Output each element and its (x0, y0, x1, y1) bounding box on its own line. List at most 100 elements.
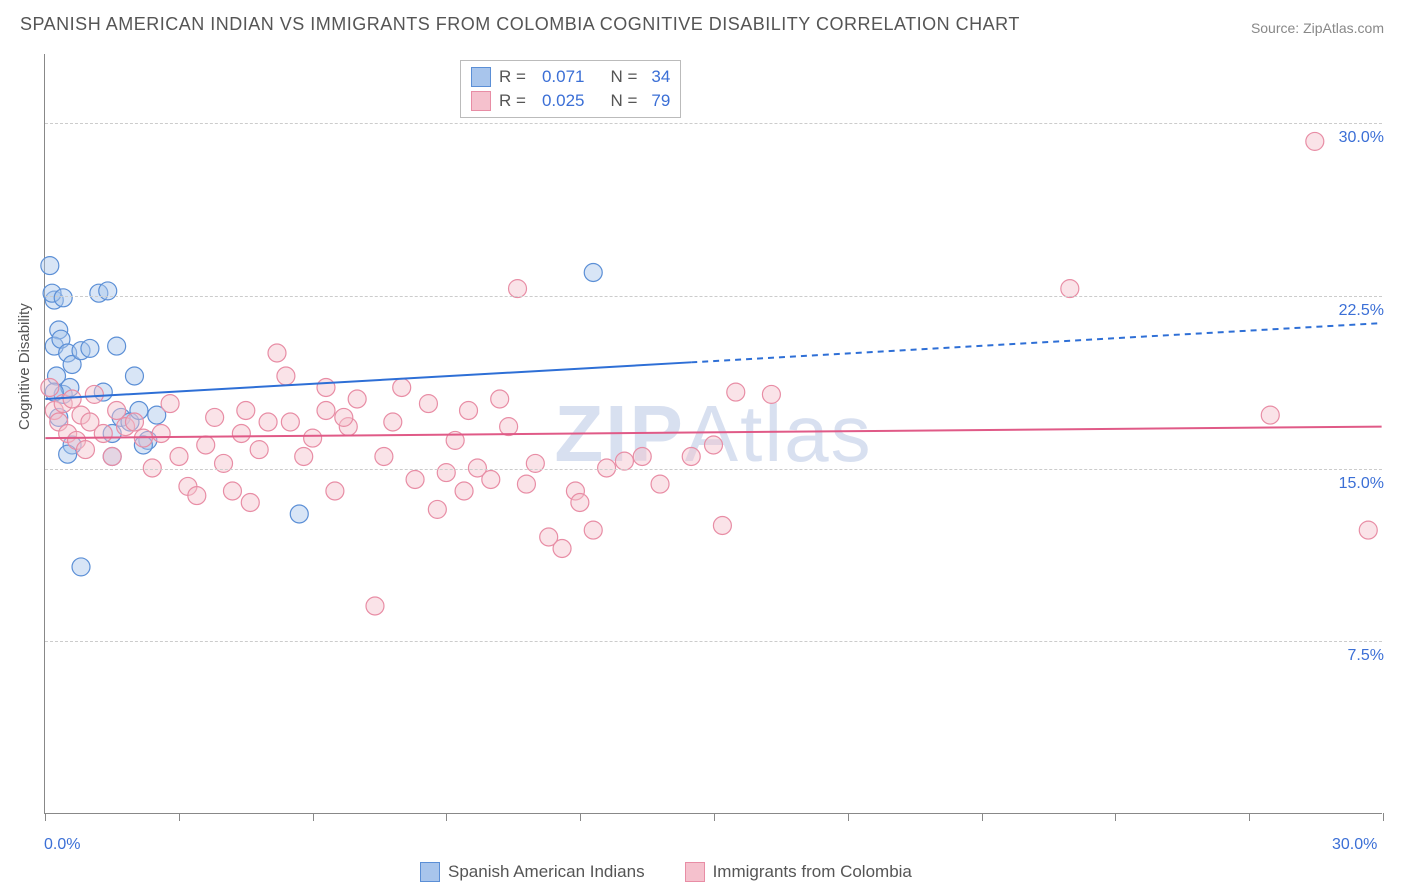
x-tick (313, 813, 314, 821)
data-point (517, 475, 535, 493)
data-point (526, 454, 544, 472)
data-point (152, 425, 170, 443)
data-point (317, 379, 335, 397)
legend-series: Spanish American Indians Immigrants from … (420, 862, 912, 882)
data-point (553, 540, 571, 558)
data-point (108, 402, 126, 420)
data-point (81, 339, 99, 357)
data-point (437, 464, 455, 482)
data-point (335, 408, 353, 426)
data-point (1306, 132, 1324, 150)
data-point (281, 413, 299, 431)
data-point (259, 413, 277, 431)
source-attribution: Source: ZipAtlas.com (1251, 20, 1384, 36)
gridline-horizontal (45, 123, 1382, 124)
data-point (103, 448, 121, 466)
x-tick (714, 813, 715, 821)
data-point (375, 448, 393, 466)
x-tick (1249, 813, 1250, 821)
legend-r-label: R = (499, 67, 526, 87)
legend-series-label: Spanish American Indians (448, 862, 645, 882)
data-point (500, 418, 518, 436)
data-point (384, 413, 402, 431)
legend-swatch (471, 67, 491, 87)
chart-title: SPANISH AMERICAN INDIAN VS IMMIGRANTS FR… (20, 14, 1020, 35)
data-point (1261, 406, 1279, 424)
legend-series-item: Immigrants from Colombia (685, 862, 912, 882)
data-point (268, 344, 286, 362)
y-tick-label: 7.5% (1348, 647, 1384, 665)
y-tick-label: 22.5% (1339, 302, 1384, 320)
y-tick-label: 15.0% (1339, 475, 1384, 493)
data-point (348, 390, 366, 408)
scatter-svg (45, 54, 1382, 813)
data-point (295, 448, 313, 466)
data-point (241, 494, 259, 512)
data-point (41, 257, 59, 275)
gridline-horizontal (45, 469, 1382, 470)
data-point (223, 482, 241, 500)
legend-stats-row: R = 0.071 N = 34 (471, 65, 670, 89)
data-point (584, 521, 602, 539)
legend-swatch (471, 91, 491, 111)
data-point (571, 494, 589, 512)
legend-swatch (420, 862, 440, 882)
trend-line-dashed (691, 323, 1381, 362)
data-point (633, 448, 651, 466)
data-point (713, 517, 731, 535)
data-point (428, 500, 446, 518)
data-point (232, 425, 250, 443)
data-point (419, 395, 437, 413)
legend-swatch (685, 862, 705, 882)
x-tick (1115, 813, 1116, 821)
legend-series-item: Spanish American Indians (420, 862, 645, 882)
gridline-horizontal (45, 641, 1382, 642)
data-point (54, 289, 72, 307)
data-point (125, 367, 143, 385)
data-point (197, 436, 215, 454)
x-tick (446, 813, 447, 821)
x-tick (1383, 813, 1384, 821)
legend-r-value: 0.025 (542, 91, 585, 111)
data-point (76, 441, 94, 459)
x-tick-label: 30.0% (1332, 836, 1377, 854)
legend-series-label: Immigrants from Colombia (713, 862, 912, 882)
legend-r-label: R = (499, 91, 526, 111)
data-point (615, 452, 633, 470)
data-point (366, 597, 384, 615)
data-point (762, 385, 780, 403)
data-point (304, 429, 322, 447)
data-point (460, 402, 478, 420)
data-point (188, 487, 206, 505)
y-axis-label: Cognitive Disability (16, 303, 33, 430)
data-point (125, 413, 143, 431)
data-point (406, 471, 424, 489)
plot-area: ZIPAtlas (44, 54, 1382, 814)
legend-n-value: 79 (651, 91, 670, 111)
data-point (277, 367, 295, 385)
data-point (206, 408, 224, 426)
x-tick (580, 813, 581, 821)
legend-n-value: 34 (651, 67, 670, 87)
data-point (727, 383, 745, 401)
data-point (250, 441, 268, 459)
data-point (41, 379, 59, 397)
legend-r-value: 0.071 (542, 67, 585, 87)
x-tick (982, 813, 983, 821)
legend-n-label: N = (610, 91, 637, 111)
data-point (651, 475, 669, 493)
data-point (108, 337, 126, 355)
data-point (705, 436, 723, 454)
data-point (237, 402, 255, 420)
data-point (85, 385, 103, 403)
data-point (455, 482, 473, 500)
data-point (1359, 521, 1377, 539)
x-tick (45, 813, 46, 821)
data-point (94, 425, 112, 443)
data-point (584, 264, 602, 282)
gridline-horizontal (45, 296, 1382, 297)
data-point (170, 448, 188, 466)
data-point (72, 558, 90, 576)
legend-n-label: N = (610, 67, 637, 87)
data-point (393, 379, 411, 397)
